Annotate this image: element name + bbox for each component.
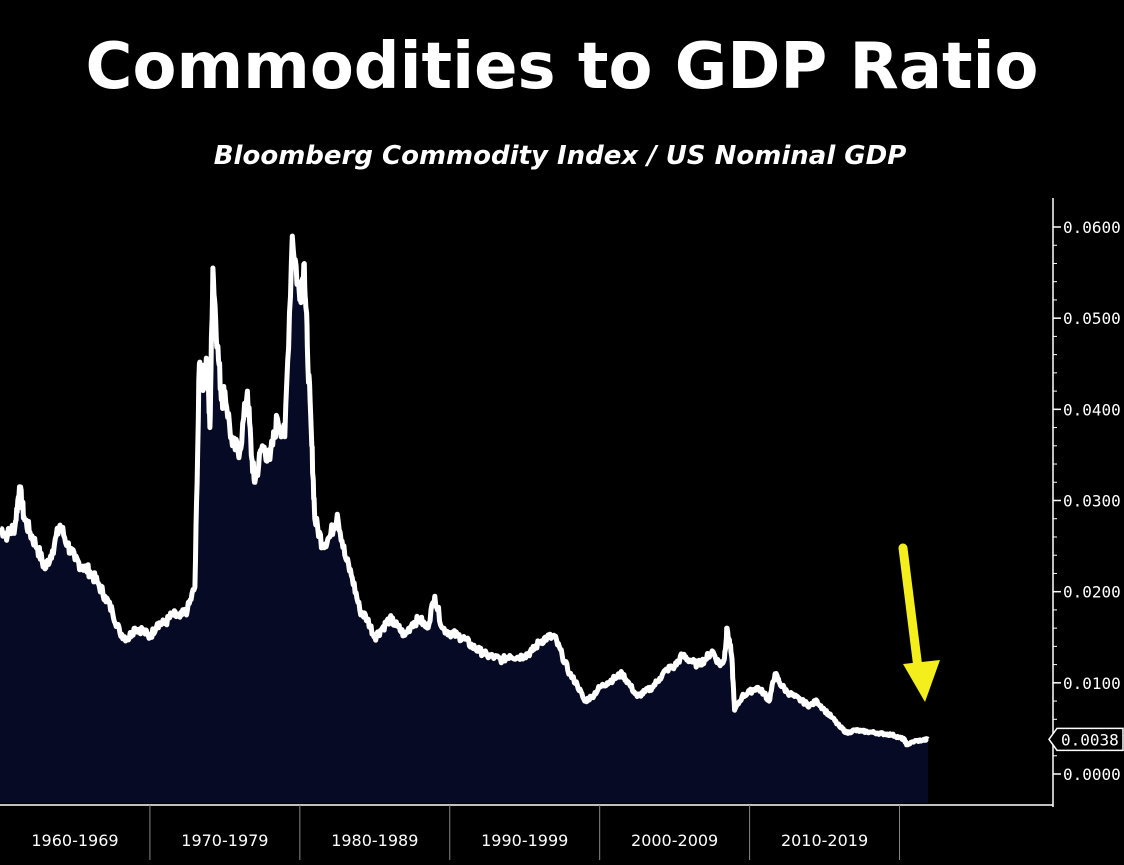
y-tick-label: 0.0100	[1063, 674, 1121, 693]
y-tick-label: 0.0400	[1063, 400, 1121, 419]
x-tick-label: 2010-2019	[781, 831, 868, 850]
arrow-shaft	[898, 543, 923, 673]
y-tick-label: 0.0300	[1063, 492, 1121, 511]
plot-area	[0, 233, 930, 804]
x-tick-label: 2000-2009	[631, 831, 718, 850]
y-tick-label: 0.0200	[1063, 583, 1121, 602]
last-value-box	[1048, 727, 1124, 752]
x-axis: 1960-1969 1970-1979 1980-1989 1990-1999 2000…	[0, 804, 1053, 860]
chart-subtitle: Bloomberg Commodity Index / US Nominal G…	[214, 141, 907, 171]
x-tick-label: 1980-1989	[331, 831, 418, 850]
y-tick-label: 0.0000	[1063, 765, 1121, 784]
chart-title: Commodities to GDP Ratio	[86, 30, 1039, 104]
y-tick-label: 0.0600	[1063, 218, 1121, 237]
x-tick-label: 1970-1979	[181, 831, 268, 850]
y-tick-label: 0.0500	[1063, 309, 1121, 328]
arrow-head	[903, 660, 940, 702]
y-axis: 0.0600 0.0500 0.0400 0.0300 0.0200 0.0100 0.00…	[1052, 198, 1121, 807]
x-tick-label: 1990-1999	[481, 831, 568, 850]
ratio-area-fill	[0, 236, 928, 804]
last-value-text: 0.0038	[1061, 730, 1119, 749]
ratio-series-line	[0, 233, 930, 748]
last-value-label: 0.0038	[1048, 727, 1124, 752]
x-tick-label: 1960-1969	[31, 831, 118, 850]
down-arrow-icon	[898, 543, 940, 702]
